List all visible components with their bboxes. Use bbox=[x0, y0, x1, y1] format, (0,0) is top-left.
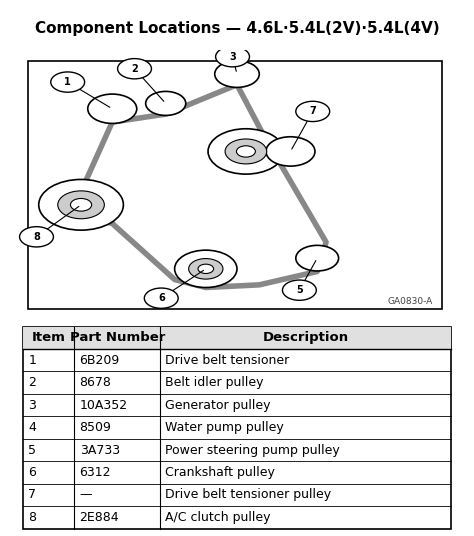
Text: 7: 7 bbox=[310, 107, 316, 116]
Text: 2E884: 2E884 bbox=[80, 511, 119, 524]
Bar bbox=[23, 326, 451, 349]
Circle shape bbox=[215, 61, 259, 87]
Text: 5: 5 bbox=[296, 285, 303, 295]
Circle shape bbox=[144, 288, 178, 308]
Circle shape bbox=[237, 146, 255, 157]
Text: 3A733: 3A733 bbox=[80, 443, 120, 457]
Text: A/C clutch pulley: A/C clutch pulley bbox=[165, 511, 271, 524]
Circle shape bbox=[189, 258, 223, 279]
Circle shape bbox=[39, 180, 123, 230]
Text: Drive belt tensioner: Drive belt tensioner bbox=[165, 354, 290, 367]
Circle shape bbox=[296, 101, 330, 122]
Circle shape bbox=[118, 58, 152, 79]
Circle shape bbox=[174, 250, 237, 287]
Text: Drive belt tensioner pulley: Drive belt tensioner pulley bbox=[165, 488, 331, 501]
Text: GA0830-A: GA0830-A bbox=[388, 297, 433, 306]
Text: —: — bbox=[80, 488, 92, 501]
Text: 7: 7 bbox=[28, 488, 36, 501]
Circle shape bbox=[198, 264, 214, 273]
Circle shape bbox=[225, 139, 267, 164]
Text: 6: 6 bbox=[28, 466, 36, 479]
Text: Power steering pump pulley: Power steering pump pulley bbox=[165, 443, 340, 457]
Text: Part Number: Part Number bbox=[70, 331, 165, 344]
Text: 10A352: 10A352 bbox=[80, 399, 128, 412]
Text: 4: 4 bbox=[28, 421, 36, 434]
Text: Water pump pulley: Water pump pulley bbox=[165, 421, 284, 434]
Text: Item: Item bbox=[32, 331, 66, 344]
Text: Component Locations — 4.6L·5.4L(2V)·5.4L(4V): Component Locations — 4.6L·5.4L(2V)·5.4L… bbox=[35, 21, 439, 36]
Circle shape bbox=[296, 245, 338, 271]
Circle shape bbox=[88, 94, 137, 123]
Text: 8678: 8678 bbox=[80, 376, 111, 389]
Text: Generator pulley: Generator pulley bbox=[165, 399, 271, 412]
Text: 8: 8 bbox=[28, 511, 36, 524]
Text: 3: 3 bbox=[28, 399, 36, 412]
Circle shape bbox=[58, 191, 104, 219]
Circle shape bbox=[71, 198, 91, 211]
Text: 5: 5 bbox=[28, 443, 36, 457]
Text: 8509: 8509 bbox=[80, 421, 111, 434]
Text: 1: 1 bbox=[28, 354, 36, 367]
Text: Crankshaft pulley: Crankshaft pulley bbox=[165, 466, 275, 479]
Circle shape bbox=[146, 92, 186, 115]
Text: 3: 3 bbox=[229, 52, 236, 62]
Text: 2: 2 bbox=[28, 376, 36, 389]
Circle shape bbox=[216, 47, 249, 67]
Text: 2: 2 bbox=[131, 64, 138, 74]
Text: 8: 8 bbox=[33, 232, 40, 242]
Text: 6B209: 6B209 bbox=[80, 354, 120, 367]
Text: 1: 1 bbox=[64, 77, 71, 87]
Text: Description: Description bbox=[263, 331, 348, 344]
Circle shape bbox=[283, 280, 316, 300]
Circle shape bbox=[266, 137, 315, 166]
Text: Belt idler pulley: Belt idler pulley bbox=[165, 376, 264, 389]
Text: 6: 6 bbox=[158, 293, 164, 303]
Circle shape bbox=[51, 72, 85, 92]
Circle shape bbox=[208, 129, 284, 174]
Text: 6312: 6312 bbox=[80, 466, 111, 479]
Circle shape bbox=[19, 227, 54, 247]
